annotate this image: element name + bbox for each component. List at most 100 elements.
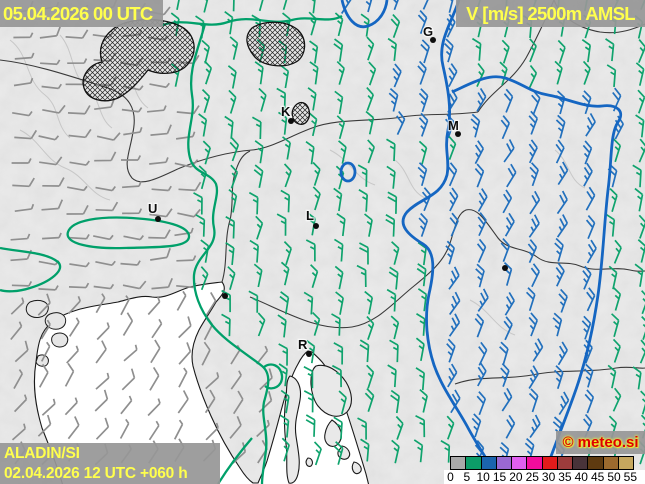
wind-barb [149, 157, 169, 165]
wind-barb [227, 266, 236, 290]
wind-barb [150, 339, 161, 364]
wind-barb [418, 140, 428, 165]
wind-barb [201, 39, 210, 64]
legend-swatch [587, 456, 604, 470]
wind-barb [38, 285, 59, 291]
wind-barb [248, 191, 259, 215]
wind-barb [195, 214, 206, 237]
wind-barb [583, 363, 594, 388]
wind-barb [333, 187, 343, 212]
wind-barb [366, 364, 375, 389]
wind-barb [524, 438, 535, 462]
wind-barb [67, 185, 88, 192]
wind-barb [177, 208, 201, 218]
wind-barb [308, 112, 318, 137]
wind-barb [357, 164, 368, 187]
wind-speed-legend-scale: 0 5 10 15 20 25 30 35 40 45 50 55 [444, 470, 645, 484]
wind-barb [641, 316, 645, 340]
wind-barb [390, 389, 400, 414]
wind-barb [555, 262, 565, 287]
wind-barb [532, 338, 544, 362]
wind-barb [585, 215, 596, 240]
wind-barb [417, 241, 427, 266]
wind-barb [257, 312, 266, 337]
legend-tick-label: 15 [492, 470, 507, 484]
isotach-10ms-contours [339, 0, 623, 484]
wind-barb [334, 265, 344, 290]
wind-barb [280, 189, 291, 213]
wind-barb [358, 189, 368, 212]
wind-barb [13, 369, 24, 390]
wind-barb [65, 29, 89, 39]
wind-barb [529, 190, 541, 215]
wind-barb [120, 155, 142, 161]
wind-barb [38, 135, 60, 141]
wind-barb [94, 151, 117, 162]
wind-barb [10, 321, 23, 341]
wind-barb [606, 64, 617, 88]
wind-barb [449, 187, 459, 212]
wind-barb [387, 364, 397, 388]
wind-barb [448, 266, 460, 290]
wind-barb [66, 204, 89, 215]
wind-barb [147, 105, 167, 113]
wind-barb [499, 341, 509, 366]
wind-barb [122, 312, 134, 336]
wind-barb [552, 312, 563, 337]
wind-barb [554, 60, 563, 85]
wind-barb [475, 263, 485, 288]
wind-barb [95, 201, 119, 212]
wind-barb [306, 0, 317, 14]
wind-barb [37, 293, 51, 316]
wind-barb [40, 59, 61, 66]
wind-barb [228, 188, 238, 213]
wind-barb [368, 61, 377, 86]
wind-barb [176, 105, 200, 115]
wind-barb [581, 315, 592, 340]
wind-barb [64, 397, 78, 416]
wind-barb [416, 263, 427, 287]
legend-tick-label: 10 [476, 470, 490, 484]
legend-tick-label: 40 [574, 470, 588, 484]
city-label: G [423, 24, 433, 39]
wind-barb [500, 363, 510, 387]
wind-barb [151, 318, 163, 339]
wind-barb [613, 239, 622, 264]
wind-barb [279, 291, 290, 315]
wind-barb [42, 177, 65, 187]
wind-barb [228, 89, 237, 114]
wind-barb [279, 414, 290, 438]
wind-barb [527, 239, 538, 264]
wind-barb [471, 413, 482, 438]
wind-barb [557, 161, 569, 186]
city-dot [222, 293, 228, 299]
wind-barb [391, 0, 402, 11]
legend-swatch [556, 456, 573, 470]
legend-tick-label: 45 [590, 470, 605, 484]
wind-speed-legend [450, 456, 634, 470]
wind-barb [147, 398, 161, 417]
wind-barb [502, 189, 513, 214]
wind-barb [364, 290, 374, 315]
city-markers: G K M U L R [147, 23, 508, 357]
wind-barb [503, 88, 514, 113]
wind-barb [172, 0, 182, 10]
wind-barb [309, 61, 319, 85]
wind-barb [417, 162, 428, 187]
wind-barb [421, 187, 432, 212]
wind-barb [637, 89, 645, 114]
wind-barb [415, 367, 425, 391]
wind-barb [529, 414, 541, 438]
wind-barb [444, 0, 455, 13]
wind-barb [638, 138, 645, 163]
wind-barb [558, 391, 570, 416]
wind-barb [386, 288, 397, 312]
wind-barb [221, 313, 231, 337]
wind-barb [635, 114, 645, 138]
wind-barb [503, 316, 513, 341]
wind-barb [13, 77, 34, 87]
wind-barb [612, 138, 622, 163]
legend-swatch [572, 456, 589, 470]
